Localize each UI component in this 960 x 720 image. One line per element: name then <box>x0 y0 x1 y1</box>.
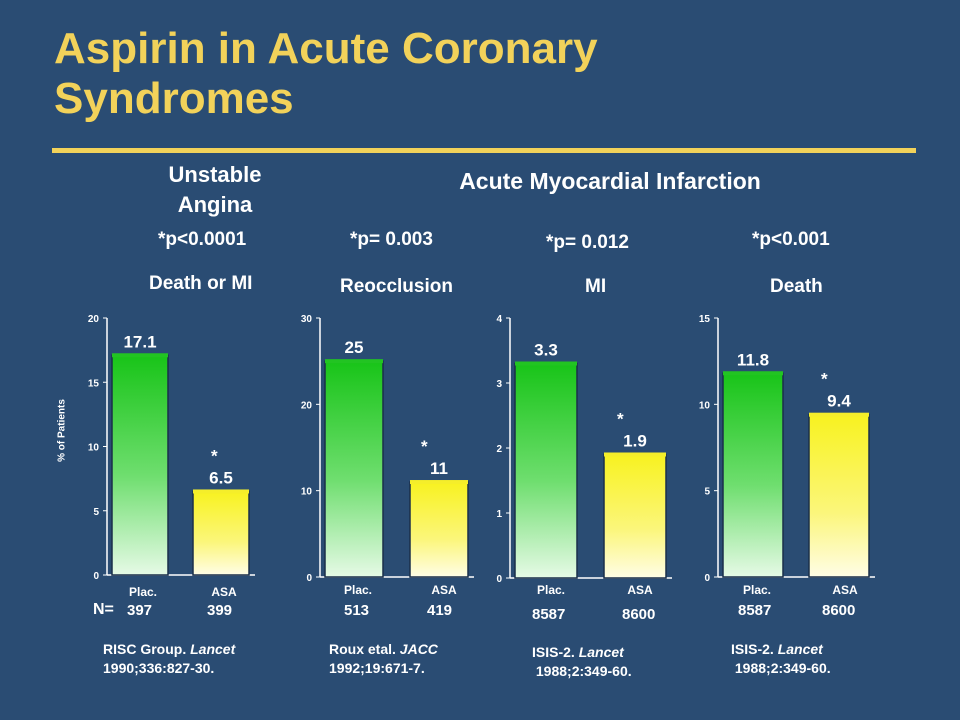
pvalue-chart-2: *p= 0.003 <box>350 229 433 250</box>
slide-title-line2: Syndromes <box>54 74 294 123</box>
reference-chart-3: ISIS-2. Lancet 1988;2:349-60. <box>532 643 632 681</box>
unstable-angina-heading: Unstable Angina <box>140 160 290 220</box>
chart-2-tick-label-3: 30 <box>301 314 313 325</box>
ref-1-authors: RISC Group. <box>103 641 187 657</box>
chart-3-category-plac: Plac. <box>537 583 565 597</box>
chart-4-category-asa: ASA <box>832 583 858 597</box>
chart-2-bar-cap-asa <box>410 480 468 485</box>
chart-3-tick-label-0: 0 <box>496 574 502 585</box>
chart-1-bar-asa <box>192 490 250 576</box>
chart-4-tick-label-2: 10 <box>699 400 711 411</box>
ref-3-authors: ISIS-2. <box>532 644 575 660</box>
chart-1-bar-cap-asa <box>193 489 249 494</box>
reference-chart-4: ISIS-2. Lancet 1988;2:349-60. <box>731 640 831 678</box>
endpoint-chart-1: Death or MI <box>149 273 253 294</box>
slide-title: Aspirin in Acute Coronary Syndromes <box>54 24 914 124</box>
slide-title-line1: Aspirin in Acute Coronary <box>54 24 598 73</box>
ref-2-authors: Roux etal. <box>329 641 396 657</box>
n-chart-1-asa: 399 <box>207 602 233 619</box>
n-chart-4-asa: 8600 <box>822 602 856 619</box>
n-chart-2-plac: 513 <box>344 602 370 619</box>
pvalue-chart-1: *p<0.0001 <box>158 229 247 250</box>
chart-2-tick-label-2: 20 <box>301 400 313 411</box>
chart-3-value-label-asa: 1.9 <box>623 432 647 451</box>
reference-chart-1: RISC Group. Lancet 1990;336:827-30. <box>103 640 235 678</box>
chart-4-value-label-plac: 11.8 <box>737 350 769 369</box>
chart-3-category-asa: ASA <box>627 583 653 597</box>
chart-2-bar-asa <box>409 481 469 578</box>
n-chart-3-asa: 8600 <box>622 606 656 623</box>
n-chart-4-plac: 8587 <box>738 602 772 619</box>
chart-4-tick-label-1: 5 <box>704 487 710 498</box>
chart-2-significance-star: * <box>421 437 428 456</box>
chart-3-tick-label-1: 1 <box>496 509 502 520</box>
chart-2-tick-label-0: 0 <box>306 573 312 584</box>
ref-1-citation: 1990;336:827-30. <box>103 660 215 676</box>
chart-4-bar-cap-plac <box>723 371 783 376</box>
chart-3-bar-plac <box>514 362 578 579</box>
reference-chart-2: Roux etal. JACC 1992;19:671-7. <box>329 640 438 678</box>
chart-2-value-label-asa: 11 <box>430 459 448 478</box>
chart-1-value-label-plac: 17.1 <box>123 332 156 351</box>
chart-1-bar-plac <box>111 354 169 576</box>
chart-4-bar-plac <box>722 372 784 578</box>
endpoint-chart-3: MI <box>585 276 607 297</box>
chart-2-bar-plac <box>324 360 384 578</box>
n-chart-3-plac: 8587 <box>532 606 566 623</box>
chart-1-tick-label-1: 5 <box>93 507 99 518</box>
chart-1-tick-label-2: 10 <box>88 443 100 454</box>
chart-4-value-label-asa: 9.4 <box>827 392 851 411</box>
chart-4-tick-label-3: 15 <box>699 314 711 325</box>
ref-3-citation: 1988;2:349-60. <box>535 663 632 679</box>
ref-1-journal: Lancet <box>190 641 236 657</box>
ua-heading-line2: Angina <box>177 192 253 217</box>
ref-3-journal: Lancet <box>578 644 624 660</box>
chart-3-value-label-plac: 3.3 <box>534 341 558 360</box>
chart-1-category-plac: Plac. <box>129 585 157 599</box>
chart-1-bar-cap-plac <box>112 353 168 358</box>
endpoint-chart-4: Death <box>770 276 823 297</box>
ami-heading: Acute Myocardial Infarction <box>459 168 761 194</box>
chart-3-bar-cap-asa <box>604 452 666 457</box>
ref-4-citation: 1988;2:349-60. <box>734 660 831 676</box>
chart-4-bar-asa <box>808 413 870 578</box>
ref-2-journal: JACC <box>399 641 438 657</box>
charts-root: 0510152017.1Plac.6.5*ASA010203025Plac.11… <box>88 314 875 599</box>
chart-2-category-asa: ASA <box>431 583 457 597</box>
ref-4-journal: Lancet <box>777 641 823 657</box>
chart-2-value-label-plac: 25 <box>345 338 364 357</box>
pvalue-chart-4: *p<0.001 <box>752 229 830 250</box>
chart-4-bar-cap-asa <box>809 412 869 417</box>
chart-1-tick-label-0: 0 <box>93 571 99 582</box>
chart-2-bar-cap-plac <box>325 359 383 364</box>
chart-1-significance-star: * <box>211 446 218 465</box>
chart-4-significance-star: * <box>821 370 828 389</box>
ua-heading-line1: Unstable <box>168 162 262 187</box>
chart-4-category-plac: Plac. <box>743 583 771 597</box>
chart-3-bar-cap-plac <box>515 361 577 366</box>
ref-4-authors: ISIS-2. <box>731 641 774 657</box>
chart-1-tick-label-3: 15 <box>88 378 100 389</box>
chart-3-tick-label-2: 2 <box>496 444 502 455</box>
chart-2-category-plac: Plac. <box>344 583 372 597</box>
chart-3-significance-star: * <box>617 410 624 429</box>
pvalue-chart-3: *p= 0.012 <box>546 232 629 253</box>
chart-4-tick-label-0: 0 <box>704 573 710 584</box>
n-chart-1-plac: 397 <box>127 602 153 619</box>
n-label: N= <box>93 601 114 618</box>
chart-3-tick-label-4: 4 <box>496 314 502 325</box>
ref-2-citation: 1992;19:671-7. <box>329 660 425 676</box>
chart-3-bar-asa <box>603 453 667 579</box>
chart-1-category-asa: ASA <box>211 585 237 599</box>
title-divider <box>52 148 916 153</box>
endpoint-chart-2: Reocclusion <box>340 276 453 297</box>
chart-3-tick-label-3: 3 <box>496 379 502 390</box>
chart-2-tick-label-1: 10 <box>301 487 313 498</box>
chart-1-tick-label-4: 20 <box>88 314 100 325</box>
chart-1-value-label-asa: 6.5 <box>209 468 233 487</box>
n-chart-2-asa: 419 <box>427 602 453 619</box>
